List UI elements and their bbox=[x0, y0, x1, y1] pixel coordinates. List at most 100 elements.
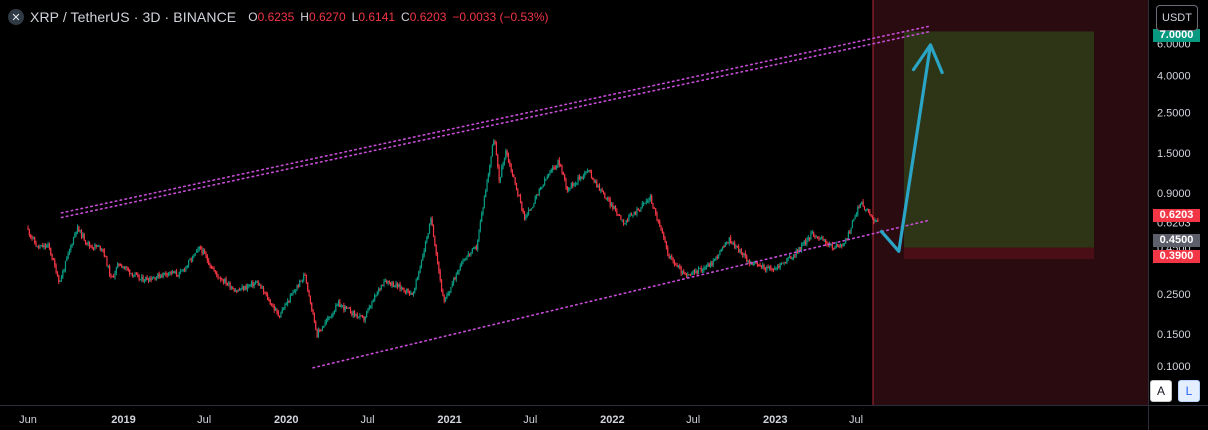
candle-body bbox=[467, 253, 469, 257]
candle-body bbox=[589, 170, 591, 172]
candle-body bbox=[228, 282, 230, 285]
candle-body bbox=[632, 214, 634, 216]
candle-body bbox=[685, 274, 688, 276]
candle-body bbox=[94, 244, 96, 249]
candle-body bbox=[46, 245, 48, 248]
candle-body bbox=[440, 279, 443, 291]
x-tick-label: Jul bbox=[197, 414, 211, 426]
candle-body bbox=[481, 213, 483, 222]
candle-body bbox=[99, 245, 101, 250]
candle-body bbox=[273, 306, 275, 311]
candle-body bbox=[461, 262, 463, 266]
candle-body bbox=[154, 277, 156, 280]
candle-body bbox=[799, 247, 801, 251]
candle-body bbox=[818, 238, 820, 240]
candle-body bbox=[171, 271, 174, 274]
candle-body bbox=[35, 242, 37, 247]
candle-body bbox=[711, 262, 713, 266]
candle-body bbox=[129, 269, 131, 274]
candle-body bbox=[802, 244, 804, 246]
candle-body bbox=[597, 185, 599, 187]
candle-body bbox=[458, 270, 460, 273]
candle-body bbox=[502, 162, 504, 167]
candle-body bbox=[226, 284, 229, 286]
candle-body bbox=[834, 247, 836, 249]
candle-body bbox=[768, 266, 771, 269]
candle-body bbox=[751, 262, 753, 265]
candle-body bbox=[388, 280, 390, 283]
candle-body bbox=[830, 243, 832, 245]
price-label-target: 7.0000 bbox=[1159, 29, 1194, 41]
candle-body bbox=[720, 248, 722, 252]
candle-body bbox=[823, 239, 825, 241]
candle-body bbox=[260, 284, 262, 289]
candle-body bbox=[268, 299, 270, 301]
candle-body bbox=[315, 321, 317, 329]
x-tick-label: 2022 bbox=[600, 414, 624, 426]
price-label-bg bbox=[1153, 250, 1200, 263]
candle-body bbox=[664, 237, 666, 242]
candle-body bbox=[665, 241, 667, 248]
candle-body bbox=[586, 170, 589, 172]
candle-body bbox=[304, 274, 306, 276]
candle-body bbox=[625, 220, 627, 224]
candle-body bbox=[336, 304, 338, 306]
candle-body bbox=[225, 279, 227, 285]
candle-body bbox=[382, 284, 384, 286]
candle-body bbox=[360, 315, 362, 317]
candle-body bbox=[775, 267, 777, 269]
candle-body bbox=[809, 237, 811, 240]
candle-body bbox=[60, 277, 63, 281]
candle-body bbox=[486, 179, 488, 191]
y-tick-label: 4.0000 bbox=[1157, 71, 1191, 83]
candle-body bbox=[549, 171, 551, 175]
candle-body bbox=[699, 267, 701, 269]
candle-body bbox=[311, 302, 313, 310]
candle-body bbox=[353, 310, 356, 316]
candle-body bbox=[862, 201, 864, 207]
candle-body bbox=[863, 206, 866, 210]
candle-body bbox=[87, 242, 89, 245]
ohlc-open: O0.6235 bbox=[248, 10, 295, 24]
candle-body bbox=[804, 240, 807, 245]
candle-body bbox=[407, 289, 409, 291]
candle-body bbox=[205, 253, 207, 257]
candle-body bbox=[375, 295, 377, 297]
candle-body bbox=[798, 247, 800, 254]
x-tick-label: Jul bbox=[360, 414, 374, 426]
candle-body bbox=[807, 237, 809, 240]
candle-body bbox=[337, 301, 340, 305]
auto-scale-button[interactable]: A bbox=[1150, 380, 1172, 402]
candle-body bbox=[866, 209, 868, 211]
candle-body bbox=[194, 252, 196, 255]
candle-body bbox=[183, 269, 186, 271]
candle-body bbox=[213, 268, 215, 271]
symbol-title[interactable]: XRP / TetherUS · 3D · BINANCE bbox=[30, 9, 237, 25]
currency-button[interactable]: USDT bbox=[1156, 5, 1198, 31]
candle-body bbox=[487, 174, 489, 180]
candle-body bbox=[506, 150, 508, 155]
candle-body bbox=[558, 159, 560, 166]
log-scale-button[interactable]: L bbox=[1178, 380, 1200, 402]
ohlc-high: H0.6270 bbox=[300, 10, 346, 24]
candle-body bbox=[217, 274, 219, 278]
candle-body bbox=[451, 283, 453, 288]
candle-body bbox=[31, 236, 33, 239]
candle-body bbox=[490, 156, 492, 166]
candle-body bbox=[75, 231, 77, 235]
candle-body bbox=[434, 236, 436, 246]
candle-body bbox=[707, 263, 709, 267]
candle-body bbox=[447, 293, 449, 295]
candle-body bbox=[584, 172, 586, 176]
candle-body bbox=[659, 221, 661, 226]
candle-body bbox=[303, 274, 305, 280]
candle-body bbox=[651, 195, 653, 204]
candle-body bbox=[644, 202, 646, 204]
candle-body bbox=[249, 284, 251, 286]
candle-body bbox=[545, 178, 547, 180]
candle-body bbox=[697, 267, 700, 274]
candle-body bbox=[357, 316, 360, 318]
candle-body bbox=[320, 330, 322, 332]
